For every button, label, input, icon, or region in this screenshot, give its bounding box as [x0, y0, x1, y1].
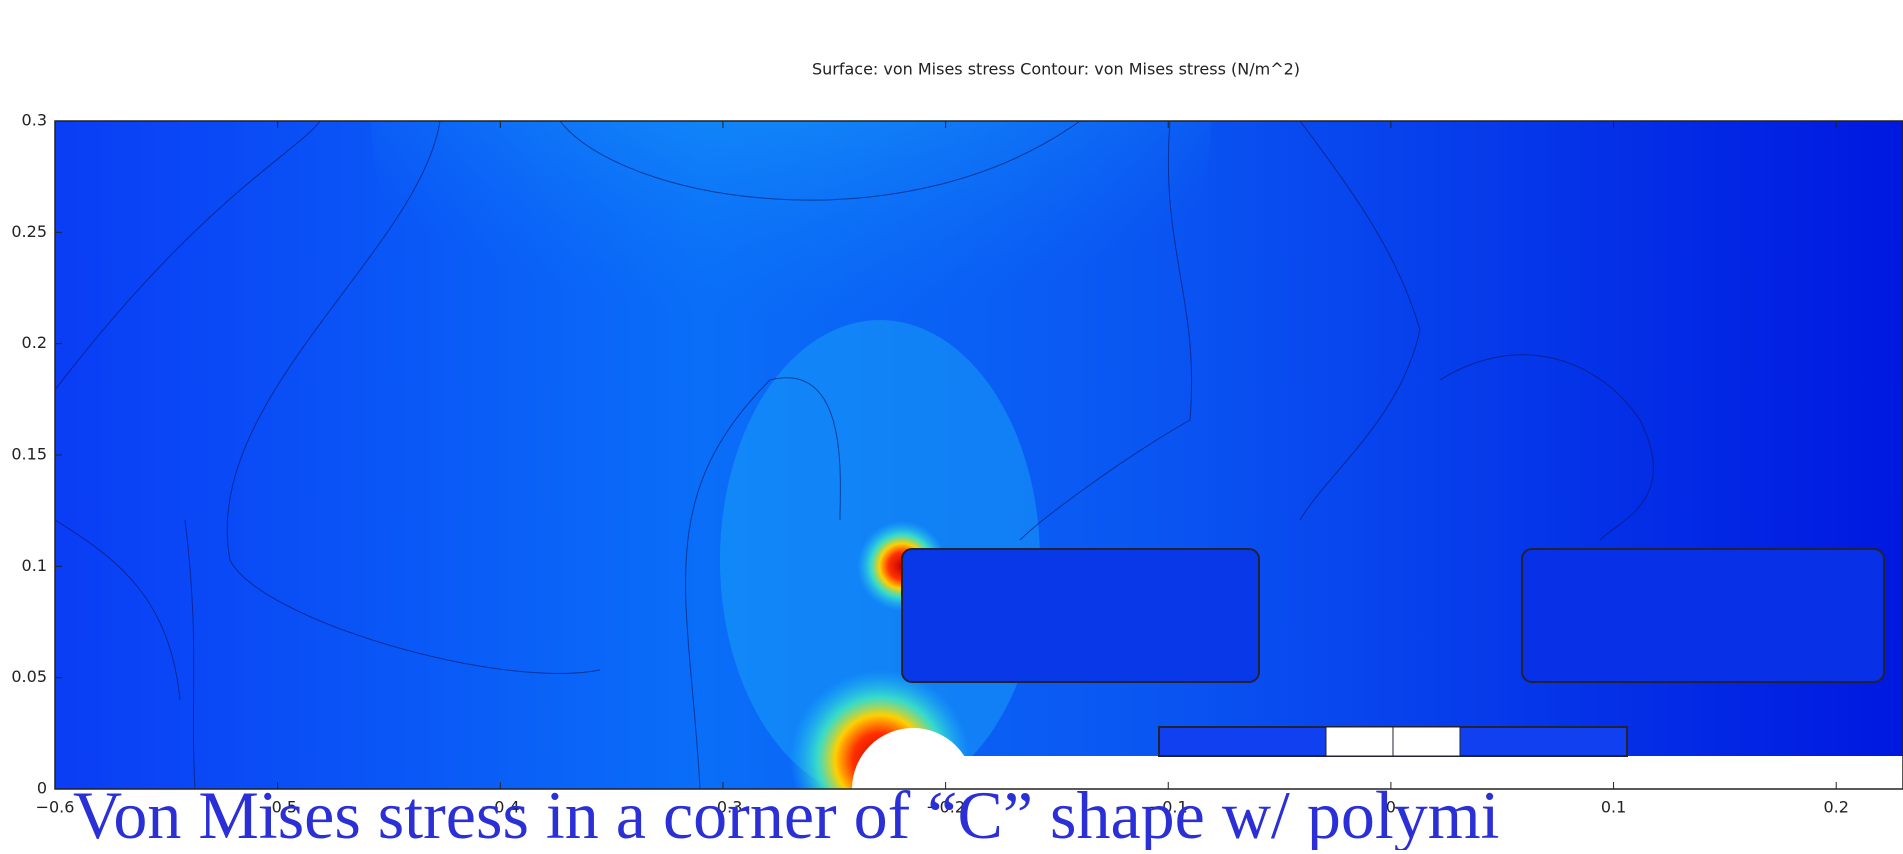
y-tick-label: 0.1 [22, 556, 47, 575]
y-tick-label: 0.05 [11, 667, 47, 686]
chart: Surface: von Mises stress Contour: von M… [0, 0, 1903, 850]
x-tick-label: 0.2 [1823, 798, 1848, 817]
stress-field [55, 0, 1903, 850]
x-tick-label: 0.1 [1601, 798, 1626, 817]
chart-title: Surface: von Mises stress Contour: von M… [812, 60, 1300, 79]
y-tick-label: 0.2 [22, 333, 47, 352]
y-tick-label: 0.25 [11, 222, 47, 241]
x-tick-label: −0.6 [36, 798, 75, 817]
y-tick-label: 0 [37, 779, 47, 798]
y-tick-label: 0.15 [11, 445, 47, 464]
y-tick-label: 0.3 [22, 111, 47, 130]
caption: Von Mises stress in a corner of “C” shap… [73, 777, 1500, 850]
